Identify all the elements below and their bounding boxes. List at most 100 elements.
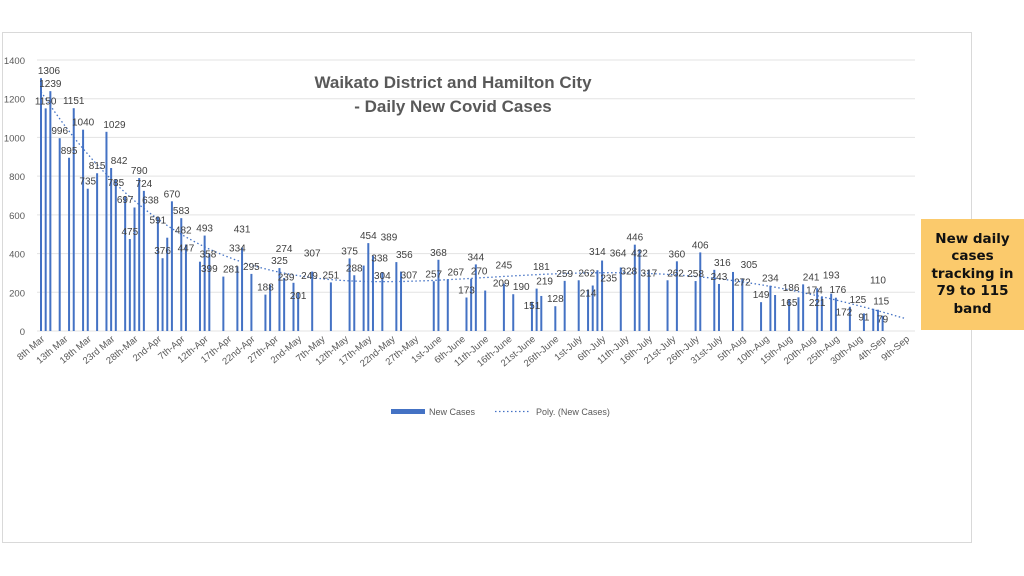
data-label: 214 <box>580 289 597 300</box>
bar <box>881 315 884 331</box>
data-label: 115 <box>873 297 889 308</box>
bar <box>437 259 440 331</box>
data-label: 219 <box>536 277 553 288</box>
bar <box>184 244 187 331</box>
bar <box>432 281 435 331</box>
y-tick-label: 1000 <box>4 133 25 144</box>
bar <box>675 261 678 331</box>
data-labels: 1306115012399968951151104073581510298427… <box>35 66 890 326</box>
data-label: 1150 <box>35 96 57 107</box>
data-label: 314 <box>589 247 606 258</box>
bar <box>198 261 201 331</box>
data-label: 446 <box>626 233 643 244</box>
data-label: 358 <box>200 250 217 261</box>
data-label: 149 <box>753 290 770 301</box>
bar <box>666 280 669 331</box>
bar <box>348 258 351 331</box>
data-label: 431 <box>234 225 251 236</box>
data-label: 334 <box>229 243 246 254</box>
bar <box>769 285 772 331</box>
data-label: 317 <box>640 269 657 280</box>
y-tick-label: 400 <box>9 250 25 261</box>
bar <box>862 313 865 331</box>
bar <box>269 284 272 331</box>
data-label: 406 <box>692 240 709 251</box>
bar <box>311 271 314 331</box>
bar <box>512 294 515 331</box>
data-label: 288 <box>346 263 363 274</box>
bar <box>278 268 281 331</box>
data-label: 735 <box>79 177 96 188</box>
callout-box: New daily cases tracking in 79 to 115 ba… <box>921 219 1024 330</box>
legend-swatch-new-cases <box>391 409 425 414</box>
data-label: 274 <box>276 244 293 255</box>
gridlines <box>37 59 915 332</box>
y-tick-label: 200 <box>9 288 25 299</box>
bar <box>362 265 365 331</box>
bar <box>484 290 487 331</box>
bar <box>596 270 599 331</box>
bar <box>713 269 716 331</box>
data-label: 239 <box>278 273 295 284</box>
data-label: 165 <box>781 298 798 309</box>
bar <box>848 306 851 331</box>
bar <box>540 295 543 331</box>
data-label: 262 <box>578 268 595 279</box>
data-label: 475 <box>121 227 138 238</box>
data-label: 258 <box>687 269 704 280</box>
bar <box>797 297 800 331</box>
data-label: 221 <box>809 298 826 309</box>
data-label: 151 <box>524 301 541 312</box>
bar <box>876 309 879 331</box>
bar <box>638 249 641 331</box>
data-label: 583 <box>173 206 190 217</box>
bars <box>40 78 884 332</box>
data-label: 670 <box>164 189 181 200</box>
data-label: 281 <box>223 265 240 276</box>
data-label: 181 <box>533 262 550 273</box>
data-label: 241 <box>803 272 820 283</box>
bar <box>834 297 837 331</box>
bar <box>619 267 622 331</box>
data-label: 895 <box>61 146 78 157</box>
data-label: 209 <box>493 279 510 290</box>
y-tick-label: 1400 <box>4 56 25 67</box>
data-label: 262 <box>667 268 684 279</box>
bar <box>395 262 398 331</box>
bar <box>222 276 225 331</box>
data-label: 245 <box>496 261 513 272</box>
data-label: 176 <box>829 285 846 296</box>
data-label: 173 <box>458 286 475 297</box>
bar <box>250 273 253 331</box>
y-tick-label: 1200 <box>4 95 25 106</box>
data-label: 270 <box>471 267 488 278</box>
bar <box>133 207 136 331</box>
bar <box>474 264 477 331</box>
bar <box>587 289 590 331</box>
data-label: 328 <box>620 267 637 278</box>
bar <box>802 284 805 331</box>
data-label: 79 <box>877 315 889 326</box>
bar <box>470 278 473 331</box>
data-label: 272 <box>734 277 751 288</box>
bar <box>353 275 356 331</box>
bar <box>283 277 286 331</box>
y-axis-ticks: 0 200 400 600 800 1000 1200 1400 <box>4 56 25 338</box>
bar <box>170 201 173 331</box>
data-label: 375 <box>341 246 358 257</box>
data-label: 128 <box>547 294 564 305</box>
data-label: 996 <box>51 126 68 137</box>
bar <box>502 283 505 331</box>
data-label: 1040 <box>72 118 95 129</box>
data-label: 110 <box>870 276 886 287</box>
data-label: 235 <box>600 274 617 285</box>
bar <box>371 255 374 331</box>
bar <box>44 108 47 332</box>
bar <box>297 292 300 331</box>
data-label: 1029 <box>103 120 126 131</box>
bar <box>292 282 295 331</box>
data-label: 267 <box>447 267 464 278</box>
bar <box>156 216 159 331</box>
data-label: 1151 <box>63 96 85 107</box>
data-label: 376 <box>154 246 171 257</box>
